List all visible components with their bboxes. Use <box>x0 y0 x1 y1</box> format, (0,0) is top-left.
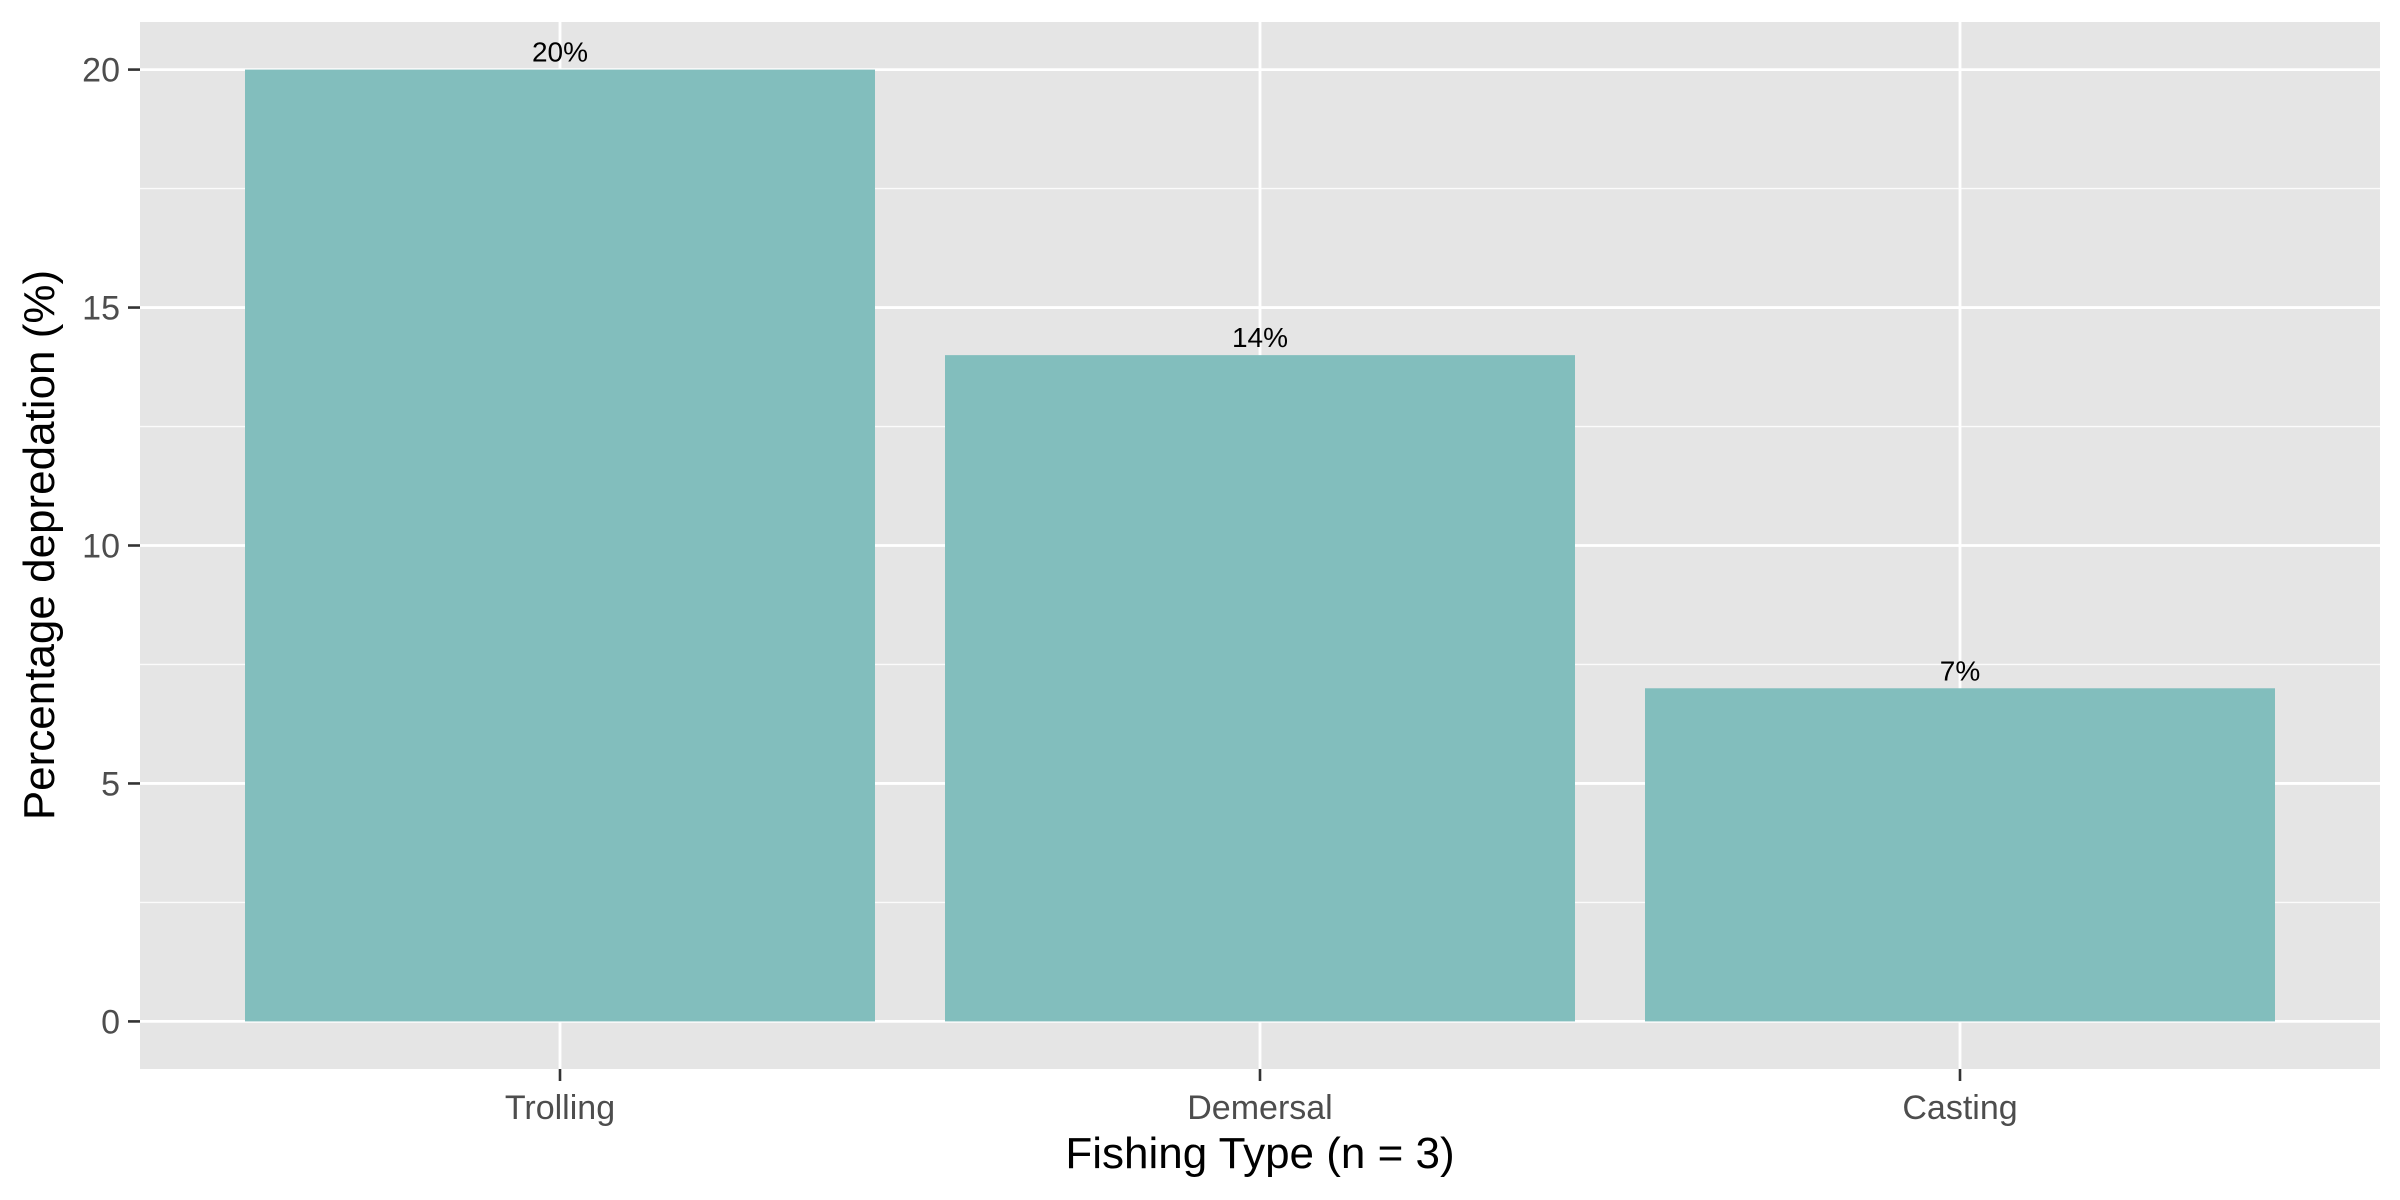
bar-demersal <box>945 355 1575 1022</box>
data-label: 20% <box>532 37 588 68</box>
data-label: 14% <box>1232 322 1288 353</box>
x-axis: Trolling Demersal Casting <box>505 1069 2018 1127</box>
bar-casting <box>1645 688 2275 1022</box>
x-tick-label: Trolling <box>505 1089 615 1127</box>
x-tick-label: Casting <box>1902 1089 2017 1127</box>
y-tick-label: 20 <box>82 52 120 90</box>
y-tick-label: 15 <box>82 290 120 328</box>
y-axis: 0 5 10 15 20 <box>82 52 140 1041</box>
y-tick-label: 10 <box>82 528 120 566</box>
bar-trolling <box>245 69 875 1022</box>
bars <box>245 69 2275 1022</box>
data-label: 7% <box>1940 655 1980 686</box>
x-axis-title: Fishing Type (n = 3) <box>1065 1129 1454 1178</box>
y-tick-label: 0 <box>101 1003 120 1041</box>
y-tick-label: 5 <box>101 765 120 803</box>
data-labels: 20% 14% 7% <box>532 37 1980 687</box>
y-axis-title: Percentage depredation (%) <box>15 270 64 820</box>
x-tick-label: Demersal <box>1187 1089 1332 1127</box>
